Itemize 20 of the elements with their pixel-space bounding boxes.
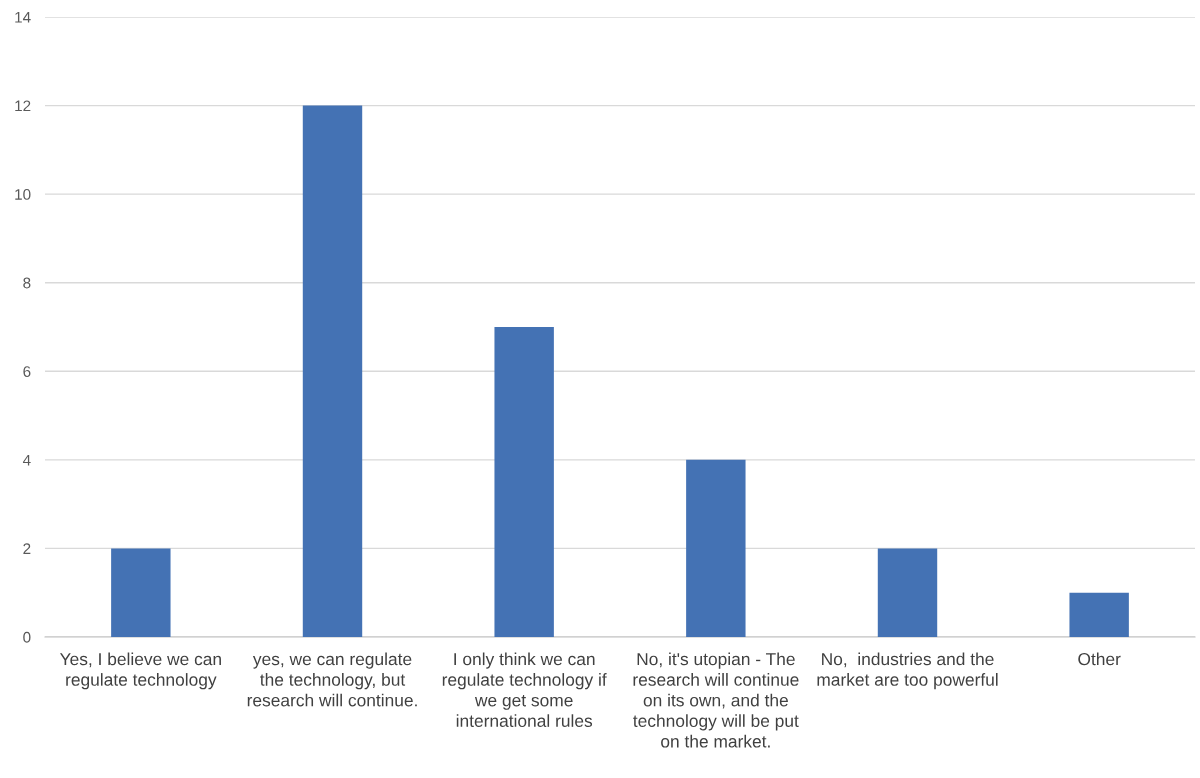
x-tick-label: Yes, I believe we can regulate technology [59,652,221,690]
bar [111,548,171,637]
y-tick-label: 6 [23,366,31,377]
bar [1069,592,1129,637]
y-tick-label: 8 [23,277,31,289]
x-tick-label: No, industries and the market are too powerful [817,652,998,690]
y-tick-label: 14 [15,12,31,23]
bar [494,327,554,637]
x-tick-label: I only think we can regulate technology if we get some international rules [442,652,607,728]
y-tick-label: 10 [15,189,31,200]
y-tick-label: 2 [23,543,31,554]
x-tick-label: yes, we can regulate the technology, but research will continue. [247,652,417,707]
y-tick-label: 4 [22,454,31,466]
bar [686,459,746,637]
bar [302,105,363,637]
x-tick-label: No, it's utopian - The research will continue on its own, and the technology will be put on the market. [633,652,799,748]
y-tick-label: 0 [23,631,31,643]
y-tick-label: 12 [15,100,31,112]
x-tick-label: Other [1078,652,1121,666]
bar [877,548,938,637]
